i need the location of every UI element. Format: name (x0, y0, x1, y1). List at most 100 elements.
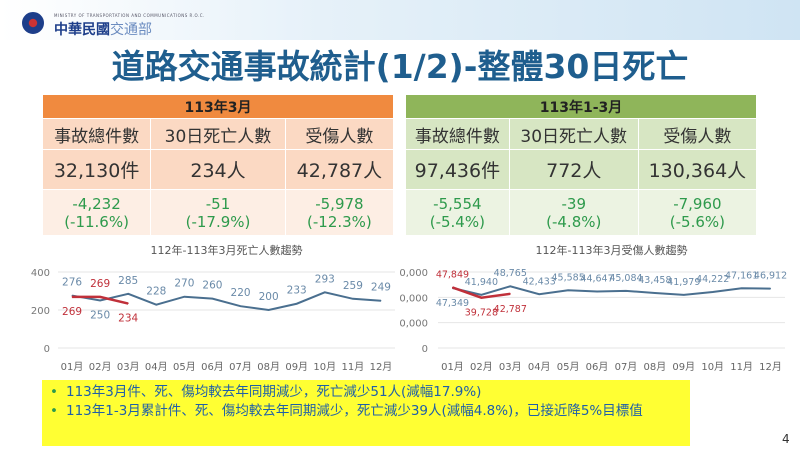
y-tick-label: 0 (44, 344, 50, 355)
data-point (509, 285, 511, 287)
value: 97,436件 (405, 149, 510, 190)
y-tick-label: 40,000 (400, 293, 428, 304)
data-label: 45,585 (552, 272, 585, 283)
x-tick-label: 04月 (528, 361, 551, 373)
data-point (625, 290, 627, 292)
data-point (596, 290, 598, 292)
x-tick-label: 11月 (342, 361, 365, 373)
data-point (352, 298, 354, 300)
label: 事故總件數 (41, 118, 152, 150)
data-point (127, 303, 129, 305)
data-label: 228 (146, 286, 166, 298)
data-label: 45,084 (609, 273, 642, 284)
data-point (155, 304, 157, 306)
data-point (741, 287, 743, 289)
x-tick-label: 09月 (672, 361, 695, 373)
x-tick-label: 10月 (701, 361, 724, 373)
data-point (127, 293, 129, 295)
data-label: 47,849 (436, 269, 469, 280)
data-label: 269 (90, 278, 110, 290)
x-tick-label: 01月 (61, 361, 84, 373)
value: 42,787人 (284, 149, 395, 190)
data-point (99, 300, 101, 301)
data-label: 47,161 (725, 270, 758, 281)
x-tick-label: 06月 (586, 361, 609, 373)
data-point (712, 291, 714, 293)
data-point (770, 288, 772, 290)
death-trend-chart: 112年-113年3月死亡人數趨勢 0 200 400 01月 02月 03月 04月 05月 0… (31, 243, 395, 373)
injury-trend-chart: 112年-113年3月受傷人數趨勢 0 20,000 40,000 60,000 01月 0… (400, 243, 787, 373)
data-label: 46,912 (754, 271, 787, 282)
data-point (654, 292, 656, 294)
data-point (240, 305, 242, 307)
data-label: 269 (62, 306, 82, 318)
data-label: 44,647 (580, 273, 613, 284)
data-point (324, 291, 326, 293)
value: 234人 (150, 149, 286, 190)
table-march: 113年3月 事故總件數 30日死亡人數 受傷人數 32,130件 234人 42,78… (41, 94, 395, 236)
data-label: 42,787 (494, 304, 527, 315)
data-label: 42,433 (523, 276, 556, 287)
page-number: 4 (782, 432, 790, 446)
diff: -5,554 (-5.4%) (405, 189, 510, 236)
x-tick-label: 02月 (89, 361, 112, 373)
data-label: 47,349 (436, 298, 469, 309)
data-point (683, 294, 685, 296)
y-tick-label: 20,000 (400, 319, 428, 330)
data-label: 220 (231, 287, 251, 299)
table-jan-mar: 113年1-3月 事故總件數 30日死亡人數 受傷人數 97,436件 772人 130… (405, 94, 758, 236)
diff: -51 (-17.9%) (150, 189, 286, 236)
data-label: 250 (90, 310, 110, 322)
org-english: MINISTRY OF TRANSPORTATION AND COMMUNICA… (54, 13, 205, 18)
data-label: 233 (287, 285, 307, 297)
data-label: 41,940 (465, 277, 498, 288)
x-tick-label: 03月 (499, 361, 522, 373)
page-title: 道路交通事故統計(1/2)-整體30日死亡 (111, 47, 689, 86)
label: 事故總件數 (405, 118, 510, 150)
label: 30日死亡人數 (508, 118, 639, 150)
note-item: 113年1-3月累計件、死、傷均較去年同期減少，死亡減少39人(減幅4.8%)，… (50, 402, 682, 421)
data-point (211, 298, 213, 300)
data-point (538, 293, 540, 295)
table-heading: 113年1-3月 (405, 94, 757, 119)
ministry-logo-icon (22, 12, 44, 34)
x-tick-label: 07月 (229, 361, 252, 373)
data-label: 39,728 (465, 308, 498, 319)
data-label: 293 (315, 273, 335, 285)
data-label: 285 (118, 275, 138, 287)
data-point (567, 289, 569, 291)
x-tick-label: 10月 (313, 361, 336, 373)
data-label: 249 (371, 282, 391, 294)
data-label: 44,222 (696, 274, 729, 285)
chart-title: 112年-113年3月受傷人數趨勢 (536, 243, 688, 257)
x-tick-label: 09月 (285, 361, 308, 373)
label: 受傷人數 (284, 118, 395, 150)
x-tick-label: 12月 (370, 361, 393, 373)
value: 772人 (508, 149, 639, 190)
x-tick-label: 03月 (117, 361, 140, 373)
note-item: 113年3月件、死、傷均較去年同期減少，死亡減少51人(減幅17.9%) (50, 383, 682, 402)
y-tick-label: 60,000 (400, 268, 428, 279)
y-tick-label: 200 (31, 306, 50, 317)
y-tick-label: 0 (422, 344, 428, 355)
x-tick-label: 02月 (470, 361, 493, 373)
data-label: 276 (62, 277, 82, 289)
x-tick-label: 05月 (173, 361, 196, 373)
summary-notes: 113年3月件、死、傷均較去年同期減少，死亡減少51人(減幅17.9%)113年… (42, 380, 690, 446)
data-point (183, 296, 185, 298)
diff: -39 (-4.8%) (508, 189, 639, 236)
data-point (99, 296, 101, 298)
header-bar: MINISTRY OF TRANSPORTATION AND COMMUNICA… (0, 0, 800, 40)
chart-title: 112年-113年3月死亡人數趨勢 (151, 243, 303, 257)
x-tick-label: 06月 (201, 361, 224, 373)
series-line (71, 291, 382, 312)
data-label: 259 (343, 280, 363, 292)
data-label: 260 (202, 280, 222, 292)
x-tick-label: 04月 (145, 361, 168, 373)
x-tick-label: 07月 (615, 361, 638, 373)
org-chinese: 中華民國交通部 (54, 22, 152, 38)
label: 受傷人數 (637, 118, 758, 150)
diff: -7,960 (-5.6%) (637, 189, 758, 236)
x-tick-label: 12月 (759, 361, 782, 373)
data-point (451, 286, 453, 288)
